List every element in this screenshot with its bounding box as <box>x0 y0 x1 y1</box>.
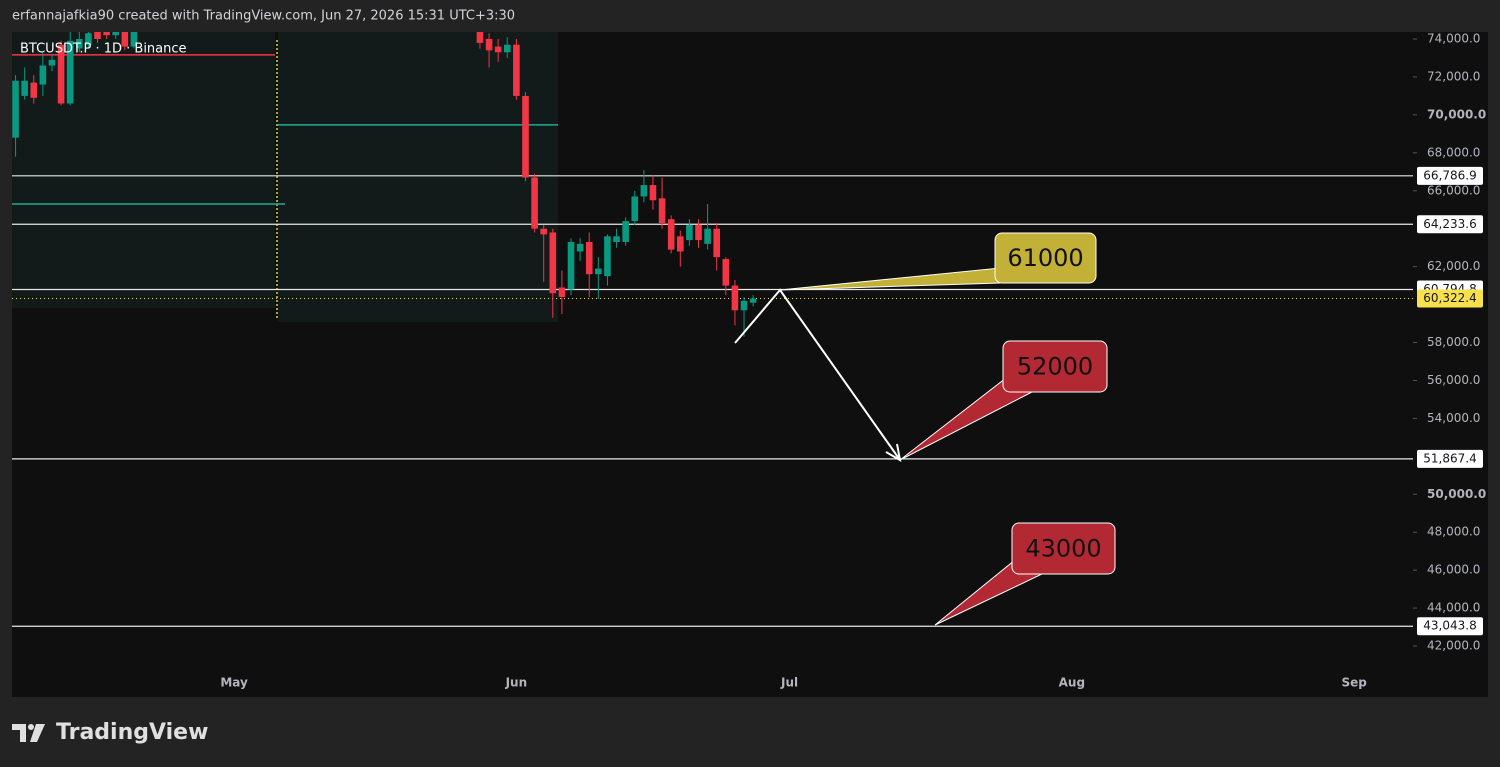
brand-logo <box>12 724 45 742</box>
x-tick-label: Jun <box>505 676 528 690</box>
y-tick-label: 50,000.0 <box>1427 487 1486 501</box>
candle-body <box>595 268 602 275</box>
level-label-box <box>1417 617 1483 636</box>
candle-body <box>613 236 620 242</box>
candle-body <box>731 285 739 311</box>
level-label-box <box>1417 449 1483 468</box>
y-tick-label: 66,000.0 <box>1427 183 1480 197</box>
candle-body <box>695 224 702 241</box>
profile-range <box>278 32 558 322</box>
y-tick-label: 68,000.0 <box>1427 145 1480 159</box>
candle-body <box>12 80 19 138</box>
brand-name: TradingView <box>56 720 208 745</box>
y-tick-label: 72,000.0 <box>1427 69 1480 83</box>
candle-body <box>57 44 65 104</box>
level-label: 64,233.6 <box>1423 217 1476 231</box>
candle-body <box>604 236 611 277</box>
overlay: BTCUSDT.P · 1D · Binance 74,000.0 72,000.0… <box>20 31 1486 689</box>
candle-body <box>667 219 675 250</box>
callout-box <box>1011 522 1116 575</box>
candle-body <box>540 228 548 235</box>
candle-body <box>75 38 83 49</box>
candle-body <box>494 46 502 53</box>
x-tick-label: May <box>220 676 248 690</box>
level-label-box <box>1417 166 1483 185</box>
candle-body <box>39 65 47 85</box>
plot-area <box>12 32 1413 627</box>
callout-label: 52000 <box>1017 353 1093 381</box>
y-tick-label: 42,000.0 <box>1427 639 1480 653</box>
candle-body <box>85 33 92 45</box>
chart-title: BTCUSDT.P · 1D · Binance <box>20 42 187 57</box>
candle-body <box>476 32 484 43</box>
y-tick-label: 74,000.0 <box>1427 31 1480 45</box>
y-tick-label: 44,000.0 <box>1427 601 1480 615</box>
candle-body <box>558 287 566 297</box>
candle-body <box>585 241 593 275</box>
x-tick-label: Sep <box>1341 676 1367 690</box>
candle-body <box>704 228 711 244</box>
candle-body <box>513 44 520 96</box>
candle-body <box>722 259 730 286</box>
candle-body <box>740 300 748 311</box>
candle-body <box>567 241 575 290</box>
candle-body <box>749 298 757 303</box>
candle-body <box>549 232 557 294</box>
candle-body <box>522 95 529 178</box>
y-tick-label: 62,000.0 <box>1427 259 1480 273</box>
y-tick-label: 70,000.0 <box>1427 107 1486 121</box>
level-label: 43,043.8 <box>1423 619 1476 633</box>
level-label: 66,786.9 <box>1423 168 1476 182</box>
callout-label: 43000 <box>1025 535 1101 563</box>
candle-body <box>48 59 56 66</box>
candle-body <box>622 221 629 242</box>
last-price-box <box>1417 289 1483 308</box>
candle-body <box>66 40 74 104</box>
callout-box <box>994 232 1097 284</box>
y-tick-label: 56,000.0 <box>1427 373 1480 387</box>
candle-body <box>576 243 584 252</box>
header-credit: erfannajafkia90 created with TradingView… <box>12 9 515 24</box>
candle-body <box>713 228 721 258</box>
y-tick-label: 48,000.0 <box>1427 525 1480 539</box>
y-tick-label: 54,000.0 <box>1427 411 1480 425</box>
candle-body <box>485 38 493 51</box>
candle-body <box>21 80 28 96</box>
last-price-label: 60,322.4 <box>1423 291 1476 305</box>
callout-label: 61000 <box>1007 244 1083 272</box>
candle-body <box>121 32 129 47</box>
candle-body <box>531 177 538 229</box>
candle-body <box>686 224 693 241</box>
profile-range <box>12 32 275 308</box>
candle-body <box>130 32 138 47</box>
level-label-box <box>1417 215 1483 234</box>
candle-body <box>640 185 648 197</box>
candle-body <box>103 32 110 36</box>
candle-body <box>503 44 511 53</box>
level-label: 51,867.4 <box>1423 451 1476 465</box>
candle-body <box>94 32 101 39</box>
callout-box <box>1002 340 1108 393</box>
candle-body <box>649 185 657 201</box>
candle-body <box>30 82 38 98</box>
y-tick-label: 46,000.0 <box>1427 563 1480 577</box>
y-tick-label: 58,000.0 <box>1427 335 1480 349</box>
candle-body <box>631 196 639 222</box>
candle-body <box>112 32 120 36</box>
candle-body <box>658 198 666 224</box>
x-tick-label: Jul <box>780 676 798 690</box>
candle-body <box>676 236 684 252</box>
x-tick-label: Aug <box>1059 676 1085 690</box>
